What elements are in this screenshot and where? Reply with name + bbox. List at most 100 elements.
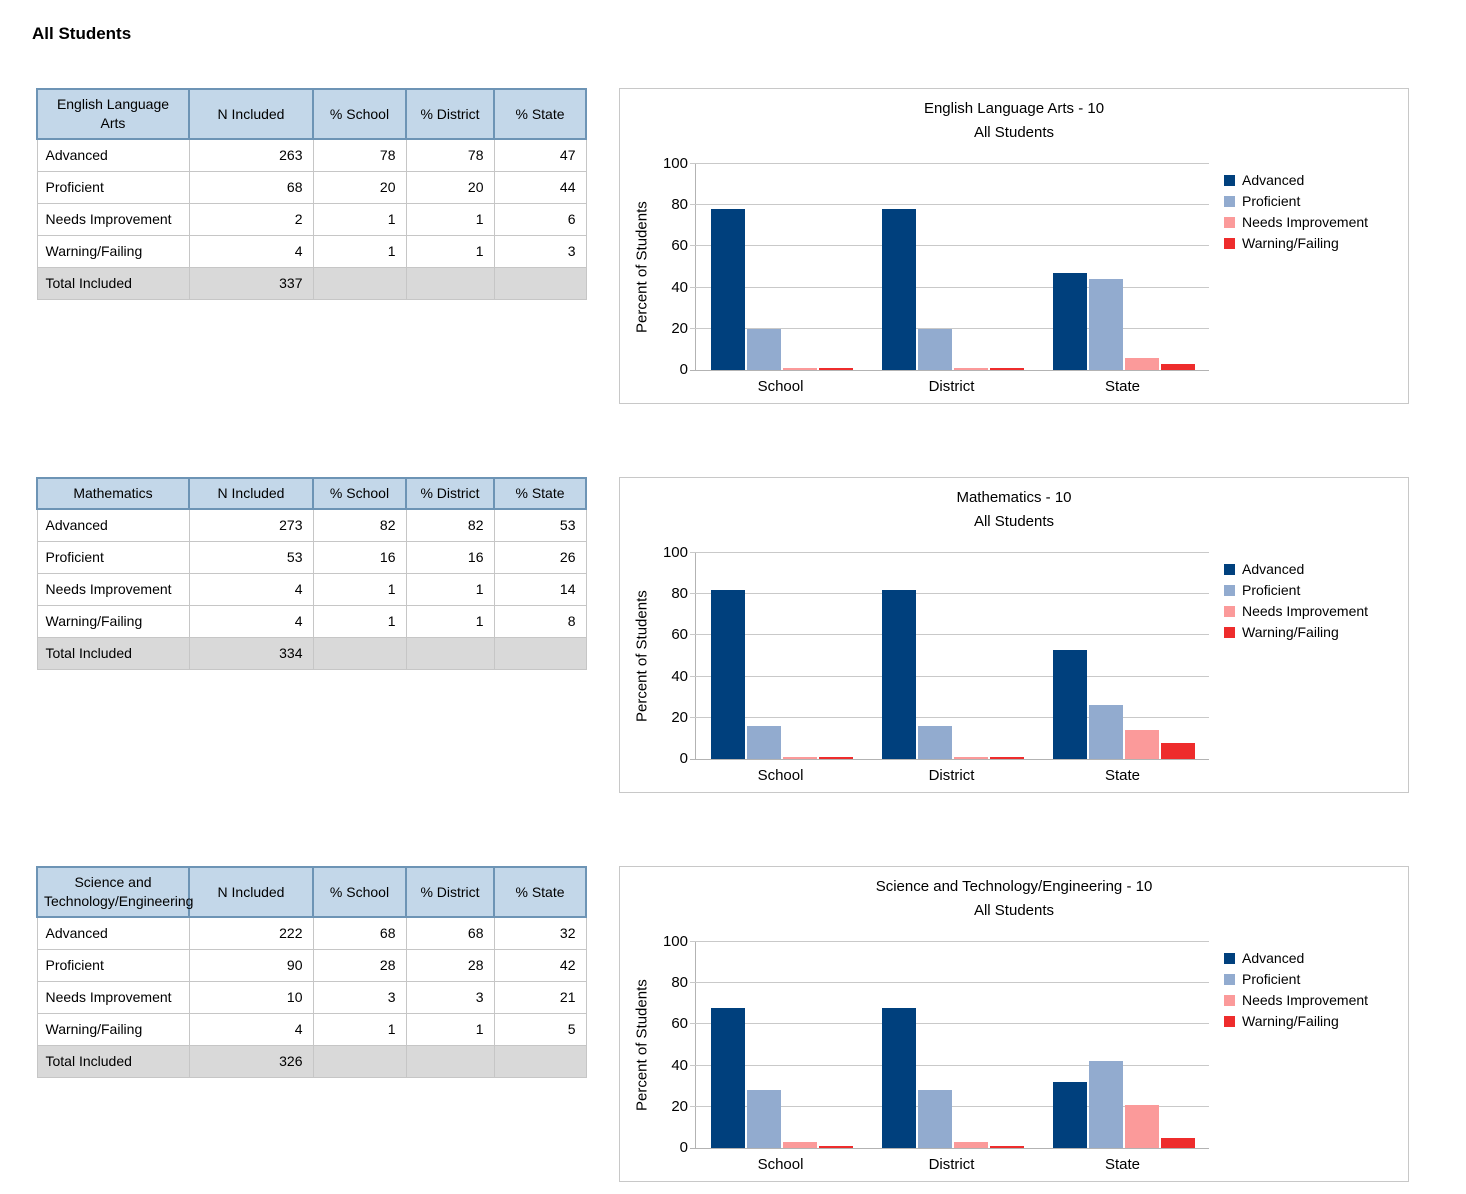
table-row-total: Total Included 326 <box>36 1045 587 1078</box>
cell-district: 78 <box>405 138 495 172</box>
empty-cell <box>493 267 587 300</box>
gridline-80 <box>690 204 1209 205</box>
bar-school-warning-failing <box>818 368 853 370</box>
bar-district-proficient <box>917 329 952 370</box>
bar-state-proficient <box>1088 705 1123 759</box>
cell-state: 44 <box>493 171 587 204</box>
bar-group-school <box>710 209 853 370</box>
legend-label: Proficient <box>1242 582 1301 598</box>
y-tick: 20 <box>671 319 688 337</box>
ste-table-wrap: Science and Technology/Engineering N Inc… <box>36 866 587 1078</box>
subject-header: Mathematics <box>36 477 190 510</box>
table-header-row: Science and Technology/Engineering N Inc… <box>36 866 587 918</box>
chart-title: Mathematics - 10 <box>956 489 1072 506</box>
x-category-state: State <box>1104 767 1141 784</box>
gridline-20 <box>690 328 1209 329</box>
legend-item-proficient: Proficient <box>1224 582 1368 598</box>
gridline-40 <box>690 287 1209 288</box>
total-label: Total Included <box>36 267 190 300</box>
subject-header: English Language Arts <box>36 88 190 140</box>
math-table-wrap: Mathematics N Included % School % Distri… <box>36 477 587 670</box>
row-label: Proficient <box>36 171 190 204</box>
bar-state-advanced <box>1052 273 1087 370</box>
chart-subtitle: All Students <box>973 902 1055 919</box>
total-n-included: 337 <box>188 267 314 300</box>
bar-district-warning-failing <box>989 757 1024 759</box>
plot-area <box>690 552 1209 760</box>
cell-n-included: 2 <box>188 203 314 236</box>
bar-school-needs-improvement <box>782 1142 817 1148</box>
legend-swatch-needs-improvement <box>1224 216 1235 228</box>
y-tick: 100 <box>662 933 688 950</box>
legend-label: Warning/Failing <box>1242 1013 1339 1029</box>
empty-cell <box>405 267 495 300</box>
empty-cell <box>312 267 407 300</box>
section-ela: English Language Arts N Included % Schoo… <box>30 88 1466 404</box>
cell-district: 1 <box>405 573 495 606</box>
legend-swatch-needs-improvement <box>1224 994 1235 1006</box>
legend: Advanced Proficient Needs Improvement Wa… <box>1224 561 1368 645</box>
bar-school-proficient <box>746 1090 781 1148</box>
y-tick: 40 <box>671 278 688 296</box>
chart-subtitle: All Students <box>973 513 1055 530</box>
cell-district: 82 <box>405 508 495 542</box>
cell-district: 1 <box>405 235 495 268</box>
bar-state-needs-improvement <box>1124 358 1159 370</box>
axis-tick-0 <box>690 759 696 760</box>
bar-groups <box>696 942 1209 1148</box>
y-tick: 100 <box>662 544 688 561</box>
table-row-proficient: Proficient 53 16 16 26 <box>36 541 587 574</box>
legend-swatch-needs-improvement <box>1224 605 1235 617</box>
legend-swatch-proficient <box>1224 973 1235 985</box>
legend-item-warning-failing: Warning/Failing <box>1224 1013 1368 1029</box>
cell-state: 53 <box>493 508 587 542</box>
cell-school: 3 <box>312 981 407 1014</box>
gridline-60 <box>690 1023 1209 1024</box>
y-tick: 60 <box>671 1015 688 1033</box>
chart-title: English Language Arts - 10 <box>923 100 1105 117</box>
cell-n-included: 10 <box>188 981 314 1014</box>
y-tick: 80 <box>671 974 688 992</box>
legend-swatch-advanced <box>1224 174 1235 186</box>
x-category-school: School <box>757 767 804 784</box>
legend-item-advanced: Advanced <box>1224 950 1368 966</box>
legend-label: Proficient <box>1242 971 1301 987</box>
bar-state-warning-failing <box>1160 364 1195 370</box>
gridline-80 <box>690 593 1209 594</box>
y-tick: 80 <box>671 585 688 603</box>
y-axis-ticks: 100 80 60 40 20 0 <box>640 155 688 379</box>
cell-state: 26 <box>493 541 587 574</box>
x-axis-labels: School District State <box>695 378 1208 395</box>
bar-school-warning-failing <box>818 1146 853 1148</box>
table-row-warning-failing: Warning/Failing 4 1 1 5 <box>36 1013 587 1046</box>
empty-cell <box>312 1045 407 1078</box>
cell-school: 20 <box>312 171 407 204</box>
col-header-school: % School <box>312 88 407 140</box>
legend-swatch-advanced <box>1224 563 1235 575</box>
table-row-total: Total Included 337 <box>36 267 587 300</box>
col-header-n-included: N Included <box>188 866 314 918</box>
col-header-n-included: N Included <box>188 88 314 140</box>
y-tick: 20 <box>671 708 688 726</box>
table-row-advanced: Advanced 273 82 82 53 <box>36 508 587 542</box>
bar-state-advanced <box>1052 1082 1087 1148</box>
cell-school: 82 <box>312 508 407 542</box>
y-tick: 80 <box>671 196 688 214</box>
legend-label: Warning/Failing <box>1242 235 1339 251</box>
gridline-80 <box>690 982 1209 983</box>
row-label: Warning/Failing <box>36 605 190 638</box>
bar-school-advanced <box>710 590 745 759</box>
y-axis-ticks: 100 80 60 40 20 0 <box>640 933 688 1157</box>
plot-area <box>690 163 1209 371</box>
legend: Advanced Proficient Needs Improvement Wa… <box>1224 950 1368 1034</box>
legend-item-warning-failing: Warning/Failing <box>1224 235 1368 251</box>
legend-label: Advanced <box>1242 950 1305 966</box>
col-header-school: % School <box>312 866 407 918</box>
legend-swatch-warning-failing <box>1224 1015 1235 1027</box>
bar-district-needs-improvement <box>953 1142 988 1148</box>
cell-state: 5 <box>493 1013 587 1046</box>
axis-tick-0 <box>690 370 696 371</box>
cell-district: 68 <box>405 916 495 950</box>
x-category-school: School <box>757 378 804 395</box>
